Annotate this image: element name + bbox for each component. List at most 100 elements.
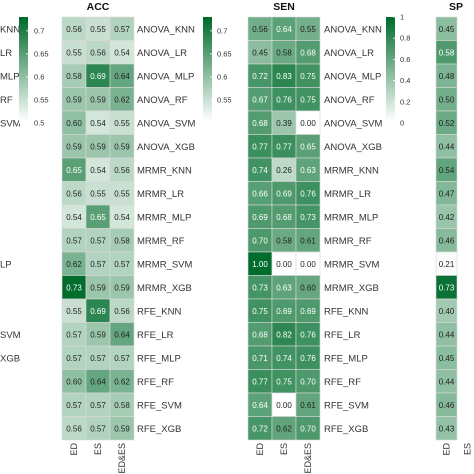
colorbar-segment xyxy=(203,84,212,89)
left-panel-row-label: RF xyxy=(0,95,13,106)
cell-value-label: 0.68 xyxy=(276,213,292,222)
cell-value-label: 0.57 xyxy=(90,424,106,433)
cell-value-label: 0.73 xyxy=(300,213,316,222)
row-label: ANOVA_KNN xyxy=(137,24,195,35)
colorbar-segment xyxy=(386,48,395,53)
row-label: MRMR_LR xyxy=(324,189,371,200)
cell-value-label: 0.44 xyxy=(439,330,455,339)
left-panel-row-label: XGB xyxy=(0,353,20,364)
cell-value-label: 0.77 xyxy=(276,142,292,151)
left-panel-row-label: LP xyxy=(0,259,12,270)
cell-value-label: 0.64 xyxy=(252,401,268,410)
cell-value-label: 0.57 xyxy=(114,260,130,269)
cell-value-label: 0.65 xyxy=(66,166,82,175)
row-label: RFE_RF xyxy=(324,377,361,388)
colorbar-segment xyxy=(203,91,212,96)
colorbar-segment xyxy=(203,108,212,113)
cell-value-label: 0.52 xyxy=(439,119,455,128)
colorbar-segment xyxy=(386,94,395,99)
cell-value-label: 0.54 xyxy=(114,213,130,222)
cell-value-label: 0.58 xyxy=(276,48,292,57)
colorbar-segment xyxy=(19,115,28,120)
left-panel-row-label: MLP xyxy=(0,71,20,82)
colorbar-segment xyxy=(203,101,212,106)
left-panel-row-label: KNN xyxy=(0,24,20,35)
cell-value-label: 0.58 xyxy=(114,236,130,245)
cell-value-label: 0.57 xyxy=(90,260,106,269)
cell-value-label: 0.57 xyxy=(114,354,130,363)
colorbar-segment xyxy=(203,112,212,117)
colorbar-segment xyxy=(203,98,212,103)
cell-value-label: 0.44 xyxy=(439,142,455,151)
colorbar-segment xyxy=(19,84,28,89)
cell-value-label: 0.00 xyxy=(300,260,316,269)
colorbar-segment xyxy=(19,91,28,96)
colorbar-tick-label: 0.6 xyxy=(34,72,44,81)
colorbar-segment xyxy=(19,87,28,92)
colorbar-segment xyxy=(203,77,212,82)
colorbar-tick-label: 0.8 xyxy=(400,34,410,43)
row-label: ANOVA_XGB xyxy=(137,142,195,153)
colorbar-segment xyxy=(203,70,212,75)
cell-value-label: 0.73 xyxy=(252,283,268,292)
colorbar-segment xyxy=(203,115,212,120)
cell-value-label: 0.68 xyxy=(252,119,268,128)
colorbar-segment xyxy=(203,41,212,46)
colorbar-segment xyxy=(203,119,212,124)
cell-value-label: 0.76 xyxy=(300,189,316,198)
colorbar-segment xyxy=(19,27,28,32)
colorbar-tick-label: 0.6 xyxy=(217,72,227,81)
cell-value-label: 0.44 xyxy=(439,377,455,386)
cell-value-label: 0.59 xyxy=(114,142,130,151)
cell-value-label: 0.62 xyxy=(114,377,130,386)
row-label: ANOVA_XGB xyxy=(324,142,382,153)
row-label: RFE_LR xyxy=(137,330,174,341)
colorbar-segment xyxy=(19,112,28,117)
colorbar-segment xyxy=(203,52,212,57)
row-label: MRMR_RF xyxy=(137,236,185,247)
cell-value-label: 0.64 xyxy=(90,377,106,386)
row-label: RFE_SVM xyxy=(324,400,369,411)
colorbar-segment xyxy=(203,105,212,110)
colorbar-segment xyxy=(386,20,395,25)
cell-value-label: 0.59 xyxy=(66,95,82,104)
cell-value-label: 0.56 xyxy=(114,307,130,316)
cell-value-label: 0.73 xyxy=(66,283,82,292)
colorbars: 0.7 0.65 0.6 0.55 0.5 0.7 0.65 0.6 0.55 1 0.8 0.6 0.… xyxy=(19,13,410,128)
row-label: MRMR_KNN xyxy=(324,165,379,176)
colorbar-segment xyxy=(386,70,395,75)
cell-value-label: 0.59 xyxy=(114,283,130,292)
column-label: ED&ES xyxy=(303,443,313,474)
cell-value-label: 0.73 xyxy=(439,283,455,292)
colorbar-segment xyxy=(386,91,395,96)
colorbar-segment xyxy=(386,38,395,43)
cell-value-label: 0.58 xyxy=(276,236,292,245)
row-label: MRMR_SVM xyxy=(324,259,380,270)
colorbar-segment xyxy=(203,31,212,36)
colorbar-segment xyxy=(386,108,395,113)
row-label: RFE_SVM xyxy=(137,400,182,411)
colorbar-tick-label: 0.65 xyxy=(34,49,49,58)
row-label: ANOVA_LR xyxy=(137,48,187,59)
colorbar-segment xyxy=(19,38,28,43)
heatmap-cell xyxy=(295,416,321,441)
colorbar-segment xyxy=(19,52,28,57)
column-label: ED xyxy=(69,443,79,456)
cell-value-label: 0.00 xyxy=(276,401,292,410)
colorbar-segment xyxy=(19,101,28,106)
colorbar-segment xyxy=(386,87,395,92)
cell-value-label: 0.59 xyxy=(90,330,106,339)
cell-value-label: 0.82 xyxy=(276,330,292,339)
cell-value-label: 0.57 xyxy=(114,25,130,34)
cell-value-label: 0.71 xyxy=(252,354,268,363)
row-label: RFE_KNN xyxy=(137,306,181,317)
row-label: MRMR_SVM xyxy=(137,259,193,270)
colorbar-tick-label: 1 xyxy=(400,13,404,22)
cell-value-label: 0.62 xyxy=(66,260,82,269)
column-label: ED xyxy=(442,443,452,456)
colorbar-tick-label: 0.6 xyxy=(400,55,410,64)
cell-value-label: 0.60 xyxy=(66,377,82,386)
colorbar-segment xyxy=(203,17,212,22)
cell-value-label: 0.55 xyxy=(300,25,316,34)
